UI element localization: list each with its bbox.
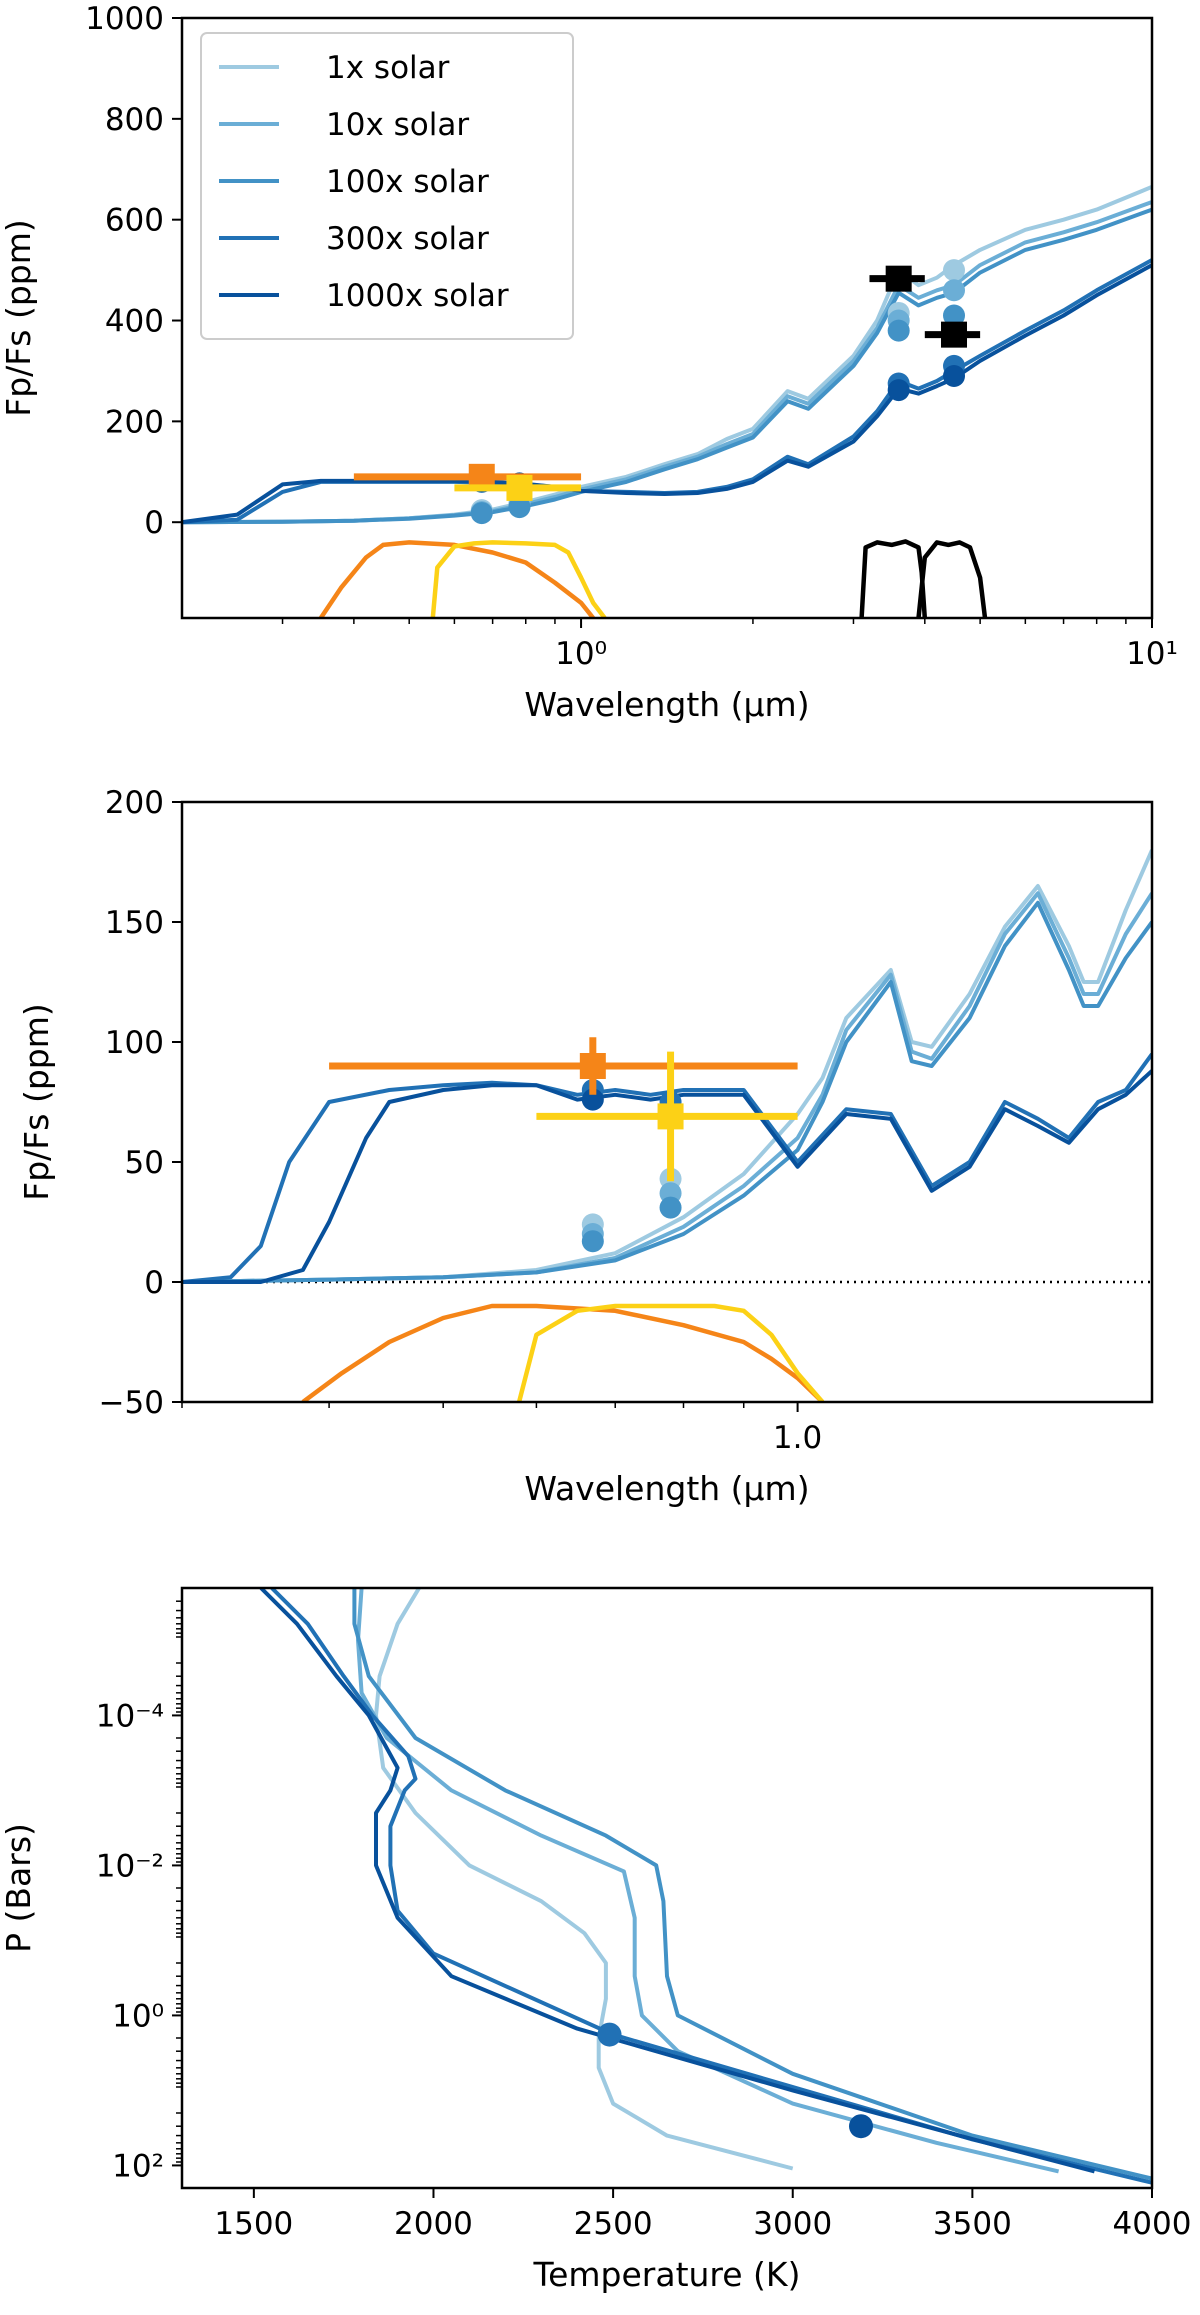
legend-box (200, 32, 574, 340)
plot-area (259, 1588, 1152, 2185)
band-point (659, 1196, 682, 1219)
pt-profile-panel: 1500 2000 2500 3000 3500 4000 10⁻⁴ 10⁻² 10⁰ 10² Te… (0, 1586, 1192, 2294)
x-tick-label: 10¹ (1126, 636, 1178, 672)
band-point (943, 364, 966, 387)
y-tick-label: −50 (99, 1385, 164, 1421)
y-tick-label: 10² (112, 2148, 164, 2184)
x-tick-label: 10⁰ (555, 636, 607, 672)
bandpass-curve (916, 540, 988, 618)
bandpass-curve (859, 539, 928, 618)
y-tick-label: 50 (125, 1145, 164, 1181)
legend-label: 1x solar (326, 50, 450, 86)
x-tick-label: 3000 (753, 2206, 832, 2242)
profile-marker (597, 2022, 622, 2047)
y-axis-label: Fp/Fs (ppm) (17, 1003, 56, 1201)
y-tick-label: 10⁰ (112, 1998, 164, 2034)
x-tick-label: 2500 (574, 2206, 653, 2242)
y-tick-label: 200 (105, 404, 164, 440)
plot-area (182, 185, 1152, 618)
band-point (943, 259, 966, 282)
plot-frame (180, 1586, 1154, 2190)
series-line (270, 1588, 1152, 2185)
observation-marker (885, 265, 912, 292)
series-line (182, 1052, 1152, 1284)
y-tick-label: 400 (105, 304, 164, 340)
x-tick-label: 4000 (1113, 2206, 1192, 2242)
bandpass-curve (430, 540, 607, 618)
profile-marker (849, 2114, 873, 2139)
y-tick-label: 0 (144, 1265, 164, 1301)
y-tick-label: 200 (105, 785, 164, 821)
x-axis-label: Wavelength (μm) (524, 1469, 809, 1508)
bandpass-curve (516, 1303, 825, 1402)
legend-label: 100x solar (326, 164, 489, 200)
x-axis-label: Wavelength (μm) (524, 685, 809, 724)
series-line (352, 1588, 1152, 2181)
observation-marker (579, 1053, 606, 1079)
legend-label: 300x solar (326, 221, 489, 257)
y-tick-label: 0 (144, 505, 164, 541)
y-tick-label: 1000 (85, 1, 164, 37)
x-tick-label: 1.0 (773, 1420, 822, 1456)
x-tick-label: 2000 (394, 2206, 473, 2242)
bandpass-curve (318, 540, 595, 618)
series-line (374, 1588, 794, 2171)
series-line (182, 849, 1152, 1284)
x-axis-label: Temperature (K) (533, 2255, 801, 2294)
plot-area (182, 849, 1152, 1402)
spectrum-zoom-panel: 1.0 −50 0 50 100 150 200 Wavelength (μm) Fp/Fs (… (17, 785, 1154, 1508)
bandpass-curve (301, 1303, 825, 1402)
y-tick-label: 10⁻² (96, 1848, 164, 1884)
series-line (182, 207, 1152, 525)
series-line (259, 1588, 1096, 2174)
observation-marker (506, 474, 533, 501)
band-point (887, 379, 910, 402)
y-tick-label: 800 (105, 102, 164, 138)
y-tick-label: 150 (105, 905, 164, 941)
band-point (943, 304, 966, 327)
band-point (581, 1088, 604, 1111)
series-line (356, 1588, 1060, 2174)
y-axis-label: Fp/Fs (ppm) (0, 219, 38, 417)
y-axis-label: P (Bars) (0, 1823, 38, 1953)
y-tick-label: 10⁻⁴ (96, 1698, 164, 1734)
observation-marker (941, 321, 968, 348)
plot-frame (180, 16, 1154, 620)
legend-label: 1000x solar (326, 278, 509, 314)
band-point (508, 496, 531, 519)
series-line (182, 1069, 1152, 1284)
y-tick-label: 100 (105, 1025, 164, 1061)
plot-frame (180, 800, 1154, 1404)
band-point (887, 319, 910, 342)
band-point (581, 1230, 604, 1253)
spectrum-full-panel: 10⁰ 10¹ 0 200 400 600 800 1000 Wavelength (μm) Fp… (0, 1, 1178, 724)
band-point (943, 279, 966, 302)
x-tick-label: 3500 (933, 2206, 1012, 2242)
x-tick-label: 1500 (214, 2206, 293, 2242)
y-tick-label: 600 (105, 203, 164, 239)
legend-label: 10x solar (326, 107, 469, 143)
series-line (182, 900, 1152, 1284)
observation-marker (657, 1103, 684, 1130)
band-point (470, 502, 493, 525)
